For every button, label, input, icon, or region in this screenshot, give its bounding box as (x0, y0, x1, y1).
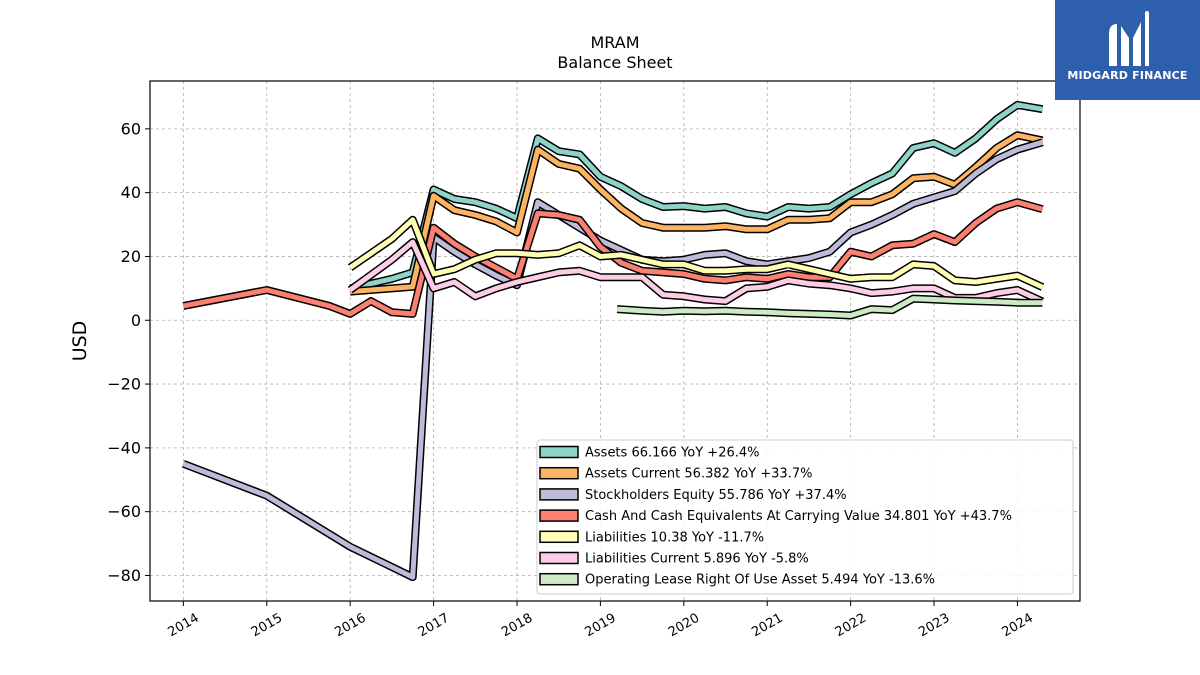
x-tick-label: 2023 (916, 611, 952, 641)
x-axis-ticks: 2014 2015 2016 2017 2018 2019 2020 2021 2022 2023… (166, 601, 1036, 640)
series-line-3 (182, 198, 1044, 318)
x-tick-label: 2017 (416, 611, 452, 641)
series-line-0 (349, 100, 1044, 293)
series-line-stroke (182, 199, 1044, 317)
y-tick-label: −20 (107, 375, 141, 394)
chart-title: MRAM (590, 33, 639, 52)
x-tick-label: 2024 (1000, 611, 1036, 641)
series-line-stroke (182, 139, 1044, 580)
y-tick-label: 20 (121, 247, 141, 266)
legend-entry: Assets Current 56.382 YoY +33.7% (585, 467, 812, 482)
midgard-finance-logo: MIDGARD FINANCE (1055, 0, 1200, 100)
y-axis-label: USD (69, 321, 91, 362)
x-tick-label: 2021 (749, 611, 785, 641)
x-tick-label: 2015 (249, 611, 285, 641)
legend-swatch (539, 530, 579, 544)
legend-swatch (539, 488, 579, 501)
legend-box (536, 439, 1074, 595)
y-tick-label: −60 (107, 502, 141, 521)
x-tick-label: 2016 (332, 611, 368, 641)
legend-entry: Liabilities Current 5.896 YoY -5.8% (585, 552, 809, 567)
series-line-2 (181, 138, 1044, 582)
legend-entry: Stockholders Equity 55.786 YoY +37.4% (585, 488, 847, 503)
legend-swatch (539, 551, 579, 565)
legend-swatch (539, 445, 579, 459)
legend-swatch (539, 509, 579, 522)
y-axis-ticks: 60 40 20 0 −20 −40 −60 −80 (107, 119, 150, 585)
series-line-stroke (616, 296, 1043, 318)
legend-swatch (539, 466, 579, 480)
legend: Assets 66.166 YoY +26.4% Assets Current 5… (536, 439, 1074, 595)
legend-entry: Liabilities 10.38 YoY -11.7% (585, 530, 764, 545)
y-tick-label: 0 (131, 311, 141, 330)
series-line-stroke (348, 239, 1044, 304)
series-line-stroke (348, 217, 1044, 290)
legend-swatch (539, 572, 579, 586)
y-tick-label: −80 (107, 566, 141, 585)
series-lines (181, 100, 1045, 582)
series-line-4 (347, 215, 1045, 291)
x-tick-label: 2018 (499, 611, 535, 641)
series-line-6 (616, 294, 1043, 320)
x-tick-label: 2019 (583, 611, 619, 641)
x-tick-label: 2020 (666, 611, 702, 641)
x-tick-label: 2014 (166, 611, 202, 641)
plot-frame (149, 80, 1081, 602)
series-line-stroke (349, 102, 1043, 291)
series-line-1 (349, 131, 1044, 296)
x-tick-label: 2022 (833, 611, 869, 641)
legend-entry: Assets 66.166 YoY +26.4% (585, 446, 760, 461)
legend-entry: Operating Lease Right Of Use Asset 5.494… (585, 573, 935, 588)
series-line-5 (347, 238, 1045, 306)
chart-subtitle: Balance Sheet (557, 53, 672, 72)
midgard-m-logo-icon (1109, 11, 1149, 66)
legend-entry: Cash And Cash Equivalents At Carrying Va… (585, 509, 1012, 524)
y-tick-label: 60 (121, 119, 141, 138)
y-tick-label: 40 (121, 183, 141, 202)
series-line-stroke (350, 132, 1044, 295)
logo-text: MIDGARD FINANCE (1067, 69, 1188, 82)
y-tick-label: −40 (107, 438, 141, 457)
